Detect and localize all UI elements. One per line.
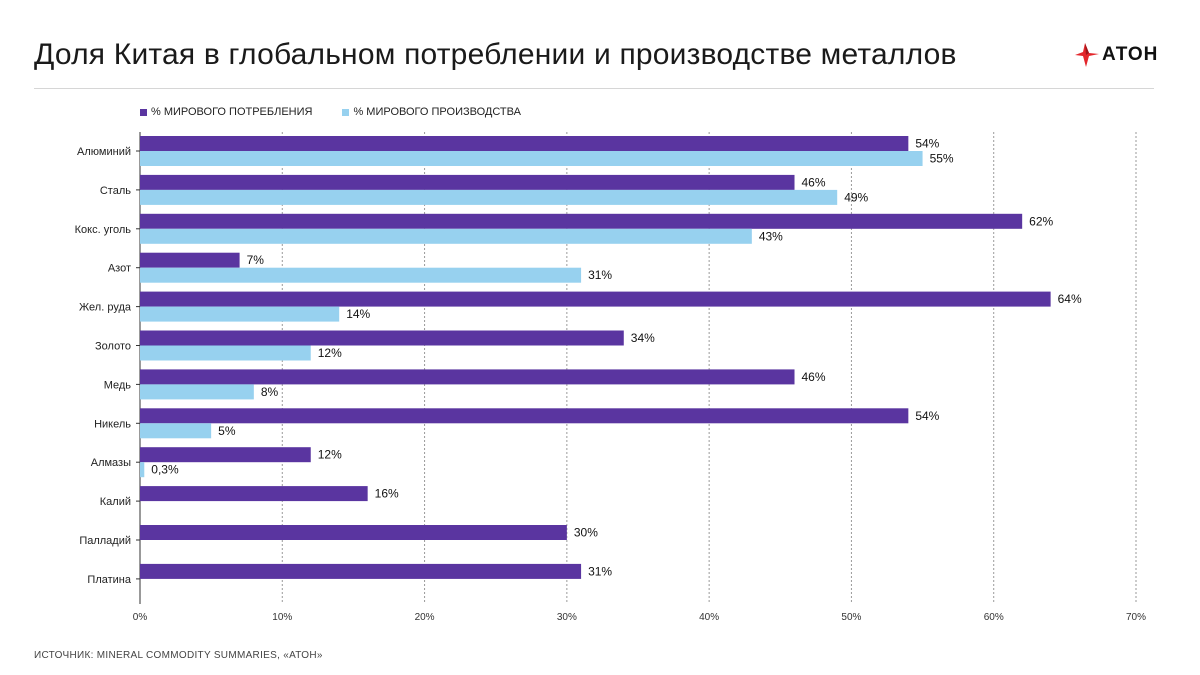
category-label: Алмазы (91, 457, 131, 469)
data-label: 5% (218, 424, 236, 438)
legend-item-production: % МИРОВОГО ПРОИЗВОДСТВА (342, 106, 521, 118)
data-label: 46% (802, 175, 826, 189)
data-label: 14% (346, 307, 370, 321)
bar-production (140, 423, 212, 439)
data-label: 7% (247, 253, 265, 267)
category-label: Алюминий (77, 146, 131, 158)
x-tick-label: 60% (984, 612, 1004, 623)
x-tick-label: 50% (841, 612, 861, 623)
bar-consumption (140, 408, 909, 424)
bar-consumption (140, 563, 582, 579)
data-label: 0,3% (151, 463, 179, 477)
category-label: Медь (104, 379, 132, 391)
bar-consumption (140, 252, 240, 268)
x-tick-label: 20% (415, 612, 435, 623)
legend-item-consumption: % МИРОВОГО ПОТРЕБЛЕНИЯ (140, 106, 312, 118)
logo-text: АТОН (1102, 44, 1159, 65)
data-label: 16% (375, 487, 399, 501)
data-label: 54% (915, 409, 939, 423)
data-label: 31% (588, 268, 612, 282)
bar-consumption (140, 330, 624, 346)
bar-consumption (140, 525, 567, 540)
bar-production (140, 267, 582, 283)
x-tick-label: 70% (1126, 612, 1146, 623)
x-tick-label: 0% (133, 612, 148, 623)
category-label: Никель (94, 418, 131, 430)
legend-swatch-production (342, 108, 350, 116)
bar-production (140, 462, 145, 478)
bar-consumption (140, 213, 1023, 229)
category-label: Палладий (79, 535, 131, 547)
bar-consumption (140, 486, 368, 502)
category-label: Кокс. уголь (75, 224, 132, 236)
chart-title: Доля Китая в глобальном потреблении и пр… (34, 38, 957, 71)
category-label: Золото (95, 341, 131, 353)
data-label: 54% (915, 137, 939, 151)
bar-production (140, 306, 340, 322)
chart-legend: % МИРОВОГО ПОТРЕБЛЕНИЯ % МИРОВОГО ПРОИЗВ… (140, 106, 551, 118)
data-label: 31% (588, 564, 612, 578)
source-note: ИСТОЧНИК: MINERAL COMMODITY SUMMARIES, «… (34, 650, 323, 661)
category-label: Азот (108, 263, 131, 275)
data-label: 62% (1029, 214, 1053, 228)
legend-swatch-consumption (140, 108, 147, 116)
data-label: 64% (1058, 292, 1082, 306)
bar-production (140, 189, 838, 205)
title-divider (34, 88, 1154, 89)
bar-consumption (140, 174, 795, 190)
data-label: 30% (574, 526, 598, 540)
data-label: 12% (318, 346, 342, 360)
x-tick-label: 10% (272, 612, 292, 623)
bar-production (140, 345, 311, 361)
data-label: 43% (759, 229, 783, 243)
bar-production (140, 151, 923, 166)
aton-logo-icon (1075, 43, 1099, 67)
data-label: 12% (318, 448, 342, 462)
category-label: Сталь (100, 185, 131, 197)
legend-label-production: % МИРОВОГО ПРОИЗВОДСТВА (353, 106, 521, 118)
category-label: Платина (87, 574, 131, 586)
x-tick-label: 30% (557, 612, 577, 623)
data-label: 46% (802, 370, 826, 384)
bar-consumption (140, 136, 909, 151)
x-tick-label: 40% (699, 612, 719, 623)
data-label: 55% (930, 152, 954, 166)
aton-logo: АТОН (1074, 40, 1158, 70)
bar-production (140, 228, 752, 244)
data-label: 49% (844, 190, 868, 204)
legend-label-consumption: % МИРОВОГО ПОТРЕБЛЕНИЯ (151, 106, 313, 118)
bar-consumption (140, 447, 311, 463)
data-label: 8% (261, 385, 279, 399)
category-label: Жел. руда (79, 302, 132, 314)
bar-consumption (140, 291, 1051, 307)
bar-production (140, 384, 254, 400)
category-label: Калий (100, 496, 131, 508)
bar-consumption (140, 369, 795, 385)
data-label: 34% (631, 331, 655, 345)
